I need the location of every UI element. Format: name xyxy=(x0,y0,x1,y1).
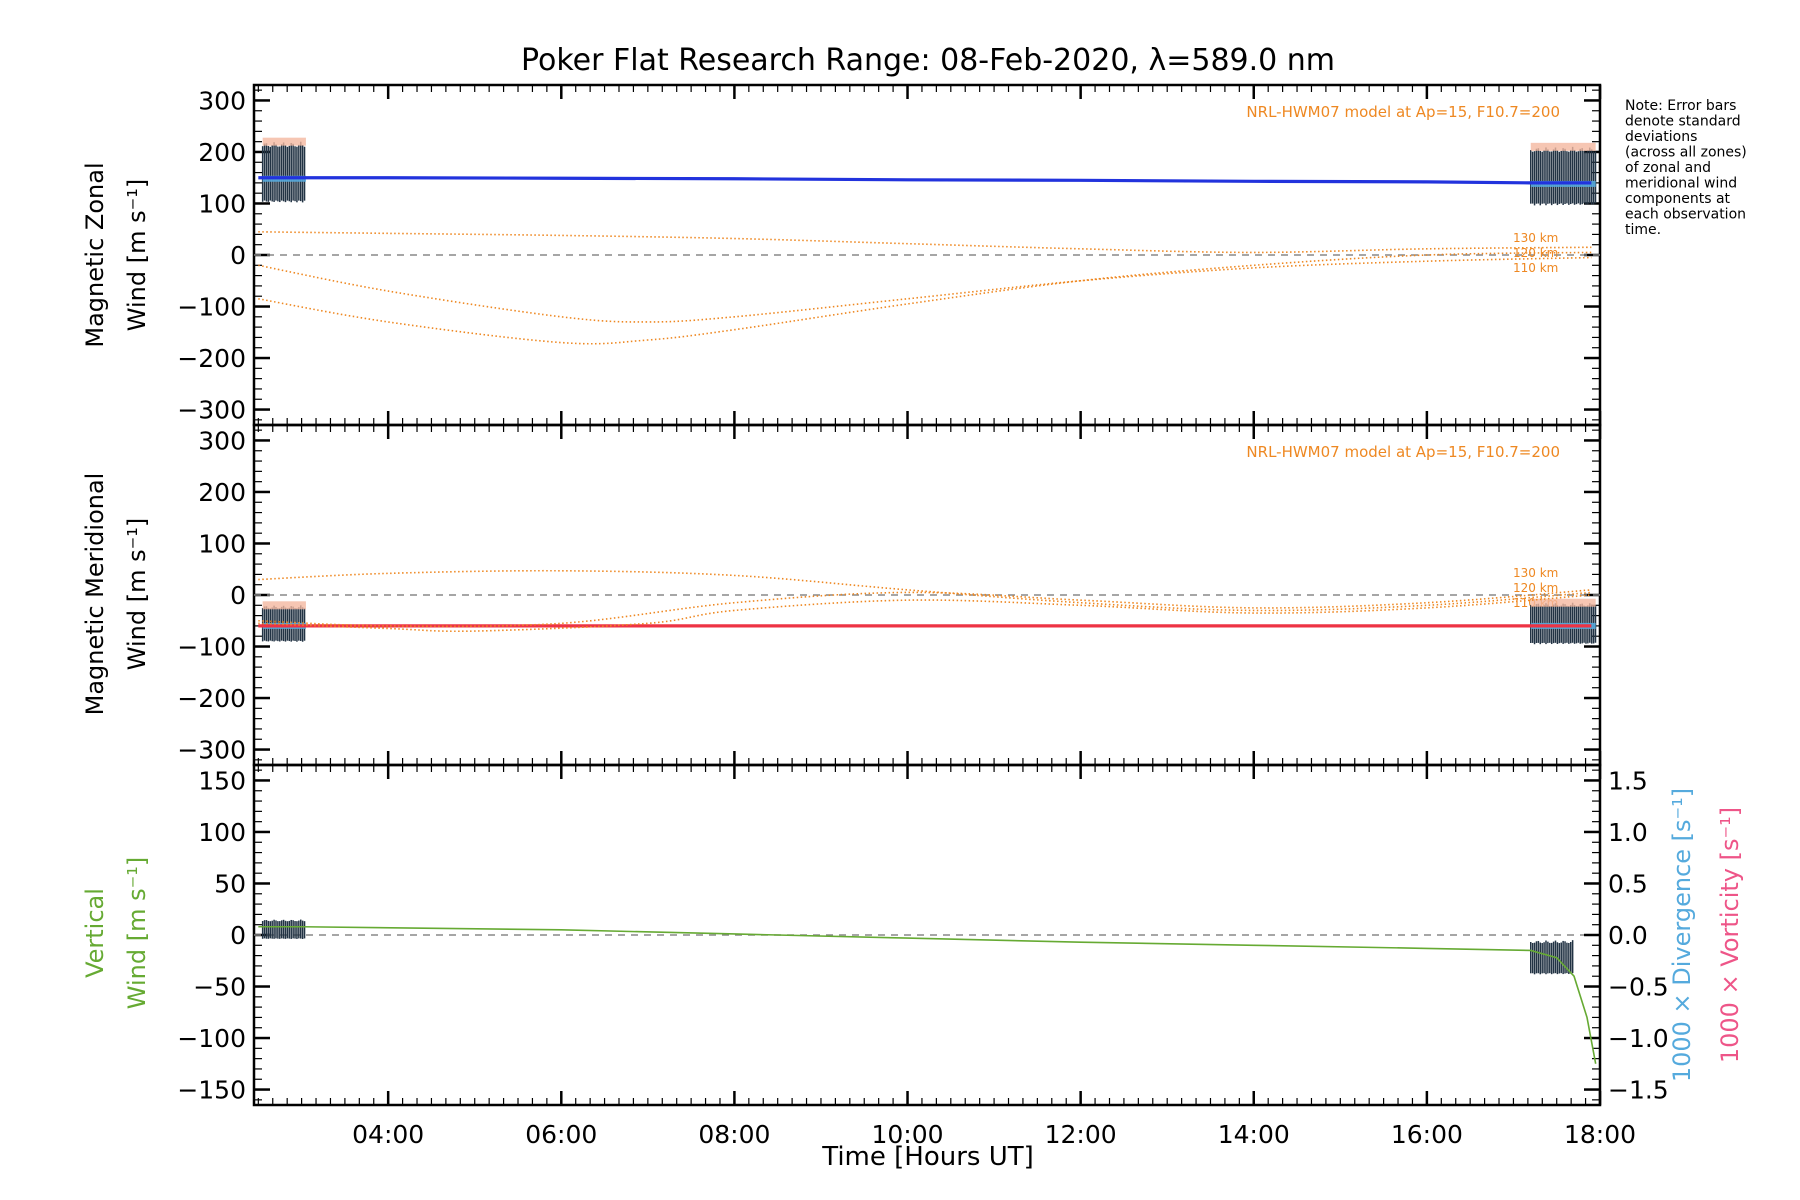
note-line: of zonal and xyxy=(1625,160,1711,176)
altitude-label: 120 km xyxy=(1513,246,1558,260)
zonal-wind-panel: 300 200 100 0 −100 −200 −300 NRL-HWM07 model at… xyxy=(177,83,1602,427)
altitude-label: 110 km xyxy=(1513,261,1558,275)
note-line: deviations xyxy=(1625,129,1697,145)
meridional-ylabel-line2: Wind [m s⁻¹] xyxy=(123,518,151,670)
model-curve xyxy=(258,256,1592,323)
y2-tick-label: −1.0 xyxy=(1608,1024,1669,1053)
y-tick-label: 100 xyxy=(198,818,246,847)
meridional-wind-panel: 300 200 100 0 −100 −200 −300 NRL-HWM07 model at… xyxy=(177,423,1602,767)
y-tick-label: 0 xyxy=(230,241,246,270)
error-band-cap xyxy=(262,137,306,146)
note-line: meridional wind xyxy=(1625,176,1737,192)
figure-title: Poker Flat Research Range: 08-Feb-2020, … xyxy=(521,43,1335,78)
error-band-cap xyxy=(1530,142,1596,151)
note-line: denote standard xyxy=(1625,114,1741,130)
y-tick-label: −100 xyxy=(177,1024,246,1053)
y-tick-label: −100 xyxy=(177,633,246,662)
x-tick-label: 04:00 xyxy=(352,1120,424,1149)
y2-tick-label: 1.0 xyxy=(1608,818,1648,847)
y2-tick-label: 1.5 xyxy=(1608,766,1648,795)
model-curve xyxy=(258,231,1592,254)
error-band-cap xyxy=(262,601,306,610)
y-tick-label: −150 xyxy=(177,1076,246,1105)
altitude-label: 120 km xyxy=(1513,581,1558,595)
x-tick-label: 14:00 xyxy=(1218,1120,1290,1149)
x-tick-label: 18:00 xyxy=(1564,1120,1636,1149)
model-label: NRL-HWM07 model at Ap=15, F10.7=200 xyxy=(1246,103,1560,121)
meridional-ylabel-line1: Magnetic Meridional xyxy=(81,473,109,716)
y-tick-label: −300 xyxy=(177,396,246,425)
altitude-label: 130 km xyxy=(1513,231,1558,245)
y-tick-label: 150 xyxy=(198,766,246,795)
y-tick-label: 300 xyxy=(198,86,246,115)
divergence-ylabel: 1000 × Divergence [s⁻¹] xyxy=(1668,788,1696,1082)
y-tick-label: 200 xyxy=(198,478,246,507)
vorticity-ylabel: 1000 × Vorticity [s⁻¹] xyxy=(1716,807,1744,1063)
note-line: time. xyxy=(1625,222,1661,238)
y-tick-label: −200 xyxy=(177,684,246,713)
y-tick-label: −300 xyxy=(177,736,246,765)
y-tick-label: −100 xyxy=(177,293,246,322)
y-tick-label: 100 xyxy=(198,189,246,218)
y2-tick-label: −1.5 xyxy=(1608,1076,1669,1105)
y-tick-label: 50 xyxy=(214,869,246,898)
zonal-ylabel-line2: Wind [m s⁻¹] xyxy=(123,179,151,331)
x-tick-label: 10:00 xyxy=(872,1120,944,1149)
y-tick-label: −50 xyxy=(193,973,246,1002)
x-axis-label: Time [Hours UT] xyxy=(821,1142,1034,1172)
note-line: Note: Error bars xyxy=(1625,98,1736,114)
note-line: each observation xyxy=(1625,207,1746,223)
y-tick-label: 100 xyxy=(198,529,246,558)
x-tick-label: 08:00 xyxy=(698,1120,770,1149)
error-band-cap xyxy=(1530,598,1596,607)
x-tick-label: 06:00 xyxy=(525,1120,597,1149)
zonal-ylabel-line1: Magnetic Zonal xyxy=(81,162,109,347)
y-tick-label: 200 xyxy=(198,138,246,167)
y2-tick-label: 0.0 xyxy=(1608,921,1648,950)
note-line: components at xyxy=(1625,191,1731,207)
y2-tick-label: −0.5 xyxy=(1608,973,1669,1002)
vertical-wind-panel: 150 100 50 0 −50 −100 −150 1.5 1.0 0.5 0.0 −0.5 −1.0… xyxy=(177,763,1669,1149)
vertical-ylabel-line1: Vertical xyxy=(81,888,109,978)
altitude-label: 130 km xyxy=(1513,566,1558,580)
y-tick-label: −200 xyxy=(177,344,246,373)
zonal-wind-line xyxy=(258,176,1592,185)
y-tick-label: 0 xyxy=(230,921,246,950)
model-curve xyxy=(258,569,1592,612)
x-tick-label: 16:00 xyxy=(1391,1120,1463,1149)
vertical-wind-line xyxy=(258,925,1597,1064)
note-line: (across all zones) xyxy=(1625,145,1747,161)
model-label: NRL-HWM07 model at Ap=15, F10.7=200 xyxy=(1246,443,1560,461)
x-tick-label: 12:00 xyxy=(1045,1120,1117,1149)
y-tick-label: 300 xyxy=(198,426,246,455)
vertical-ylabel-line2: Wind [m s⁻¹] xyxy=(123,857,151,1009)
model-curve xyxy=(258,251,1592,345)
y2-tick-label: 0.5 xyxy=(1608,869,1648,898)
y-tick-label: 0 xyxy=(230,581,246,610)
